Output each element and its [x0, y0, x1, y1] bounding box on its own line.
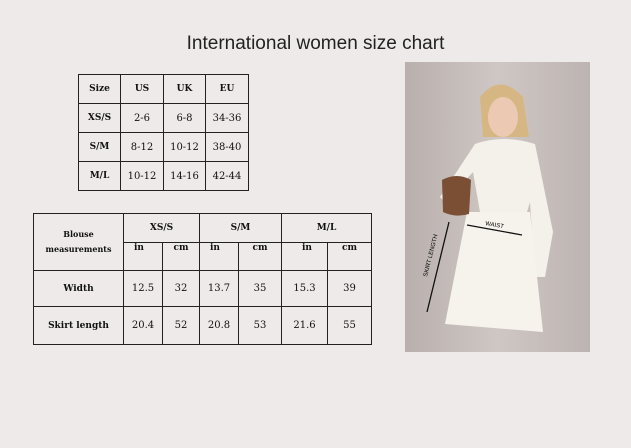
corner-cell: Blouse measurements [33, 213, 124, 271]
cell: 13.7 [199, 270, 239, 307]
unit-header: cm [327, 242, 372, 271]
unit-header: in [281, 242, 328, 271]
table-row: Skirt length 20.4 52 20.8 53 21.6 55 [33, 306, 372, 345]
cell: 10-12 [120, 161, 164, 191]
table-row: XS/S 2-6 6-8 34-36 [78, 103, 249, 133]
cell: M/L [78, 161, 121, 191]
cell: S/M [78, 132, 121, 162]
model-photo: WAIST SKIRT LENGTH [405, 62, 590, 352]
header-cell: EU [205, 74, 249, 104]
size-header: S/M [199, 213, 282, 243]
row-label: Skirt length [33, 306, 124, 345]
cell: 2-6 [120, 103, 164, 133]
cell: 35 [238, 270, 282, 307]
unit-header: in [123, 242, 163, 271]
cell: 14-16 [163, 161, 206, 191]
cell: 12.5 [123, 270, 163, 307]
corner-line: Blouse [63, 229, 94, 239]
skirt [445, 212, 543, 332]
cell: XS/S [78, 103, 121, 133]
row-label: Width [33, 270, 124, 307]
cell: 20.4 [123, 306, 163, 345]
unit-header: cm [162, 242, 200, 271]
table-row: S/M 8-12 10-12 38-40 [78, 132, 249, 162]
waist-arrow [466, 224, 523, 236]
skirt-length-arrow [426, 221, 450, 313]
cell: 34-36 [205, 103, 249, 133]
yarn-cone [442, 176, 471, 216]
unit-header: in [199, 242, 239, 271]
cell: 52 [162, 306, 200, 345]
sweater [440, 139, 553, 277]
table-row: M/L 10-12 14-16 42-44 [78, 161, 249, 191]
corner-line: measurements [45, 244, 112, 254]
cell: 42-44 [205, 161, 249, 191]
table-row: Width 12.5 32 13.7 35 15.3 39 [33, 270, 372, 307]
cell: 32 [162, 270, 200, 307]
cell: 6-8 [163, 103, 206, 133]
cell: 10-12 [163, 132, 206, 162]
size-header: XS/S [123, 213, 200, 243]
header-cell: Size [78, 74, 121, 104]
unit-header: cm [238, 242, 282, 271]
cell: 38-40 [205, 132, 249, 162]
size-table: Size US UK EU XS/S 2-6 6-8 34-36 S/M 8-12 10-… [78, 74, 249, 191]
cell: 39 [327, 270, 372, 307]
header-cell: US [120, 74, 164, 104]
cell: 21.6 [281, 306, 328, 345]
cell: 55 [327, 306, 372, 345]
cell: 8-12 [120, 132, 164, 162]
cell: 15.3 [281, 270, 328, 307]
measurement-table: Blouse measurements XS/S S/M M/L in cm in… [33, 213, 372, 345]
cell: 53 [238, 306, 282, 345]
page-title: International women size chart [186, 33, 445, 54]
size-header: M/L [281, 213, 372, 243]
cell: 20.8 [199, 306, 239, 345]
face [488, 97, 518, 137]
header-cell: UK [163, 74, 206, 104]
waist-label: WAIST [485, 221, 505, 230]
